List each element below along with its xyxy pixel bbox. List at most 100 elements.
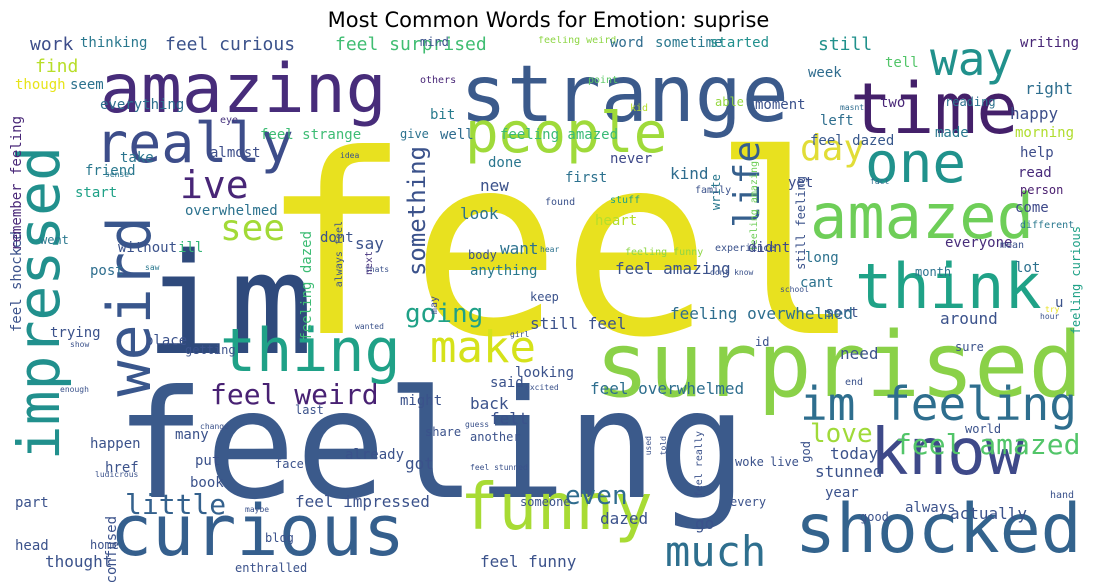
word-without: without bbox=[118, 240, 178, 256]
word-part: part bbox=[15, 495, 49, 511]
word-always: always bbox=[905, 500, 956, 516]
word-go: go bbox=[695, 514, 715, 533]
word-curious: curious bbox=[110, 490, 406, 572]
word-amazed: amazed bbox=[810, 180, 1034, 253]
word-well: well bbox=[440, 127, 474, 143]
word-u: u bbox=[1055, 295, 1064, 311]
word-felt: felt bbox=[490, 409, 529, 428]
word-dazed: dazed bbox=[600, 509, 649, 528]
word-left: left bbox=[820, 113, 854, 129]
word-feel-funny: feel funny bbox=[480, 552, 577, 571]
word-try: try bbox=[1045, 305, 1060, 314]
word-href: href bbox=[105, 460, 139, 476]
word-dont-know: dont know bbox=[710, 268, 754, 277]
word-point: point bbox=[588, 75, 619, 86]
word-done: done bbox=[488, 155, 522, 171]
word-might: might bbox=[400, 393, 443, 409]
word-saw: saw bbox=[145, 263, 160, 272]
word-come: come bbox=[1015, 200, 1049, 216]
word-still: still bbox=[818, 36, 873, 55]
word-hear: hear bbox=[540, 245, 560, 254]
word-need: need bbox=[840, 344, 879, 363]
word-see: see bbox=[220, 208, 286, 249]
word-writing: writing bbox=[1020, 36, 1080, 51]
word-fact: fact bbox=[870, 177, 890, 186]
word-place: place bbox=[145, 333, 188, 349]
word-good: good bbox=[860, 510, 889, 524]
word-blog: blog bbox=[265, 531, 294, 545]
word-girl: girl bbox=[510, 330, 530, 339]
word-always-feel: always feel bbox=[334, 221, 345, 288]
word-week: week bbox=[808, 65, 842, 81]
word-stunned: stunned bbox=[815, 462, 883, 481]
word-back: back bbox=[470, 394, 509, 413]
word-first: first bbox=[565, 170, 608, 186]
word-thats: thats bbox=[365, 265, 390, 274]
word-sense: sense bbox=[105, 170, 130, 179]
word-shocked: shocked bbox=[795, 490, 1082, 569]
word-right: right bbox=[1025, 79, 1074, 98]
word-cant: cant bbox=[800, 275, 834, 291]
word-getting: getting bbox=[185, 343, 236, 357]
word-work: work bbox=[30, 36, 74, 55]
word-remember-feeling: remember feeling bbox=[10, 116, 25, 251]
word-keep: keep bbox=[530, 290, 559, 304]
word-already: already bbox=[345, 447, 405, 463]
word-put: put bbox=[195, 453, 221, 469]
word-found: found bbox=[545, 197, 576, 208]
word-body: body bbox=[468, 248, 497, 262]
word-trying: trying bbox=[50, 325, 101, 341]
word-show: show bbox=[70, 340, 90, 349]
word-ive: ive bbox=[180, 163, 249, 207]
word-said: said bbox=[490, 375, 524, 391]
word-look: look bbox=[460, 204, 499, 223]
word-say: say bbox=[355, 234, 384, 253]
word-two: two bbox=[880, 95, 906, 111]
word-surprised: surprised bbox=[595, 313, 1083, 418]
word-enough: enough bbox=[60, 385, 89, 394]
word-im: im bbox=[145, 224, 314, 387]
word-feel-dazed: feel dazed bbox=[810, 133, 895, 149]
word-family: family bbox=[695, 185, 732, 196]
word-amazing: amazing bbox=[100, 50, 387, 129]
word-never: never bbox=[610, 151, 653, 167]
word-mind: mind bbox=[420, 36, 449, 49]
word-something: something bbox=[403, 146, 431, 277]
word-school: school bbox=[780, 285, 809, 294]
word-month: month bbox=[915, 265, 952, 279]
word-kid: kid bbox=[630, 103, 649, 114]
word-thought: thought bbox=[45, 552, 113, 571]
word-everything: everything bbox=[100, 97, 185, 113]
word-head: head bbox=[15, 538, 49, 554]
word-masnt: masnt bbox=[840, 103, 865, 112]
word-going: going bbox=[405, 299, 484, 329]
word-others: others bbox=[420, 75, 457, 86]
word-tell: tell bbox=[885, 55, 919, 71]
word-thing: thing bbox=[220, 316, 401, 386]
word-another: another bbox=[470, 430, 521, 444]
word-feel: feel bbox=[260, 101, 863, 392]
word-may: may bbox=[429, 296, 440, 315]
word-word: word bbox=[610, 36, 644, 51]
word-kind: kind bbox=[670, 164, 709, 183]
word-feel-overwhelmed: feel overwhelmed bbox=[590, 379, 745, 398]
word-feel-weird: feel weird bbox=[210, 378, 379, 411]
word-live: live bbox=[770, 455, 799, 469]
word-take: take bbox=[120, 150, 154, 166]
word-feel-surprised: feel surprised bbox=[335, 36, 487, 55]
word-everyone: everyone bbox=[945, 235, 1013, 251]
word-face: face bbox=[275, 457, 304, 471]
word-god: god bbox=[799, 441, 813, 463]
word-actually: actually bbox=[950, 504, 1028, 523]
word-feel-stunned: feel stunned bbox=[470, 463, 528, 472]
word-feeling-amazing: feeling amazing bbox=[749, 161, 760, 252]
word-used: used bbox=[644, 436, 653, 456]
word-think: think bbox=[855, 250, 1042, 323]
word-someone: someone bbox=[520, 495, 571, 509]
word-almost: almost bbox=[210, 145, 261, 161]
word-feeling-funny: feeling funny bbox=[625, 247, 704, 258]
word-year: year bbox=[825, 485, 859, 501]
word-change: change bbox=[200, 422, 229, 431]
word-able: able bbox=[715, 95, 744, 109]
word-feeling-curious: feeling curious bbox=[1069, 226, 1083, 335]
